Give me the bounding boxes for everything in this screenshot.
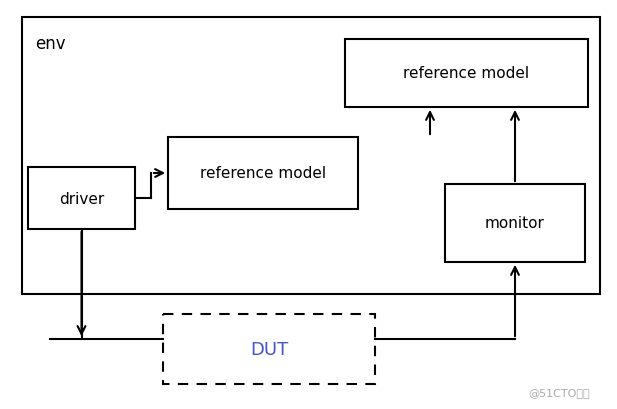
Bar <box>345 40 588 108</box>
Text: monitor: monitor <box>485 216 545 231</box>
Bar <box>28 168 135 229</box>
Bar <box>22 18 600 294</box>
Text: driver: driver <box>59 191 104 206</box>
Text: DUT: DUT <box>250 340 288 358</box>
Text: reference model: reference model <box>404 66 529 81</box>
Text: env: env <box>35 35 65 53</box>
Bar <box>163 314 375 384</box>
Text: @51CTO博客: @51CTO博客 <box>528 387 590 397</box>
Bar <box>168 138 358 209</box>
Bar <box>445 184 585 262</box>
Text: reference model: reference model <box>200 166 326 181</box>
